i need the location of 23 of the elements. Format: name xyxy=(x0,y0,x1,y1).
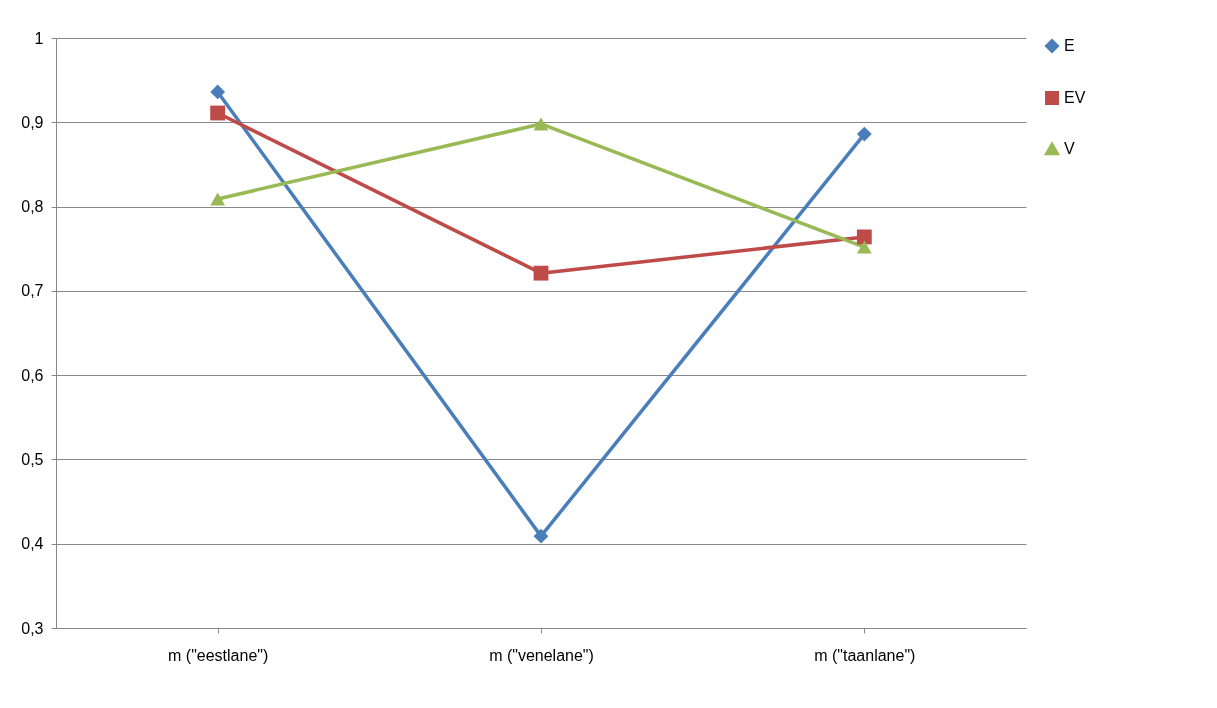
x-tick-label: m ("venelane") xyxy=(489,646,594,664)
point xyxy=(210,84,226,100)
y-tick-label: 0,3 xyxy=(21,619,44,637)
legend-label: V xyxy=(1064,140,1075,157)
point xyxy=(856,229,872,245)
point xyxy=(856,240,872,254)
point xyxy=(210,105,226,121)
y-tick-label: 0,7 xyxy=(21,282,44,300)
legend-label: E xyxy=(1064,37,1075,54)
x-tick-label: m ("taanlane") xyxy=(814,646,916,664)
legend-label: EV xyxy=(1064,89,1086,106)
y-tick-label: 0,9 xyxy=(21,113,44,131)
y-tick-label: 0,8 xyxy=(21,198,44,216)
point xyxy=(856,126,872,142)
x-tick-label: m ("eestlane") xyxy=(168,646,269,664)
point xyxy=(533,528,549,544)
point xyxy=(533,265,549,281)
y-tick-label: 0,6 xyxy=(21,366,44,384)
y-tick-label: 1 xyxy=(34,29,44,47)
y-tick-label: 0,5 xyxy=(21,450,44,468)
point xyxy=(533,117,549,131)
y-tick-label: 0,4 xyxy=(21,535,44,553)
point xyxy=(210,192,226,206)
